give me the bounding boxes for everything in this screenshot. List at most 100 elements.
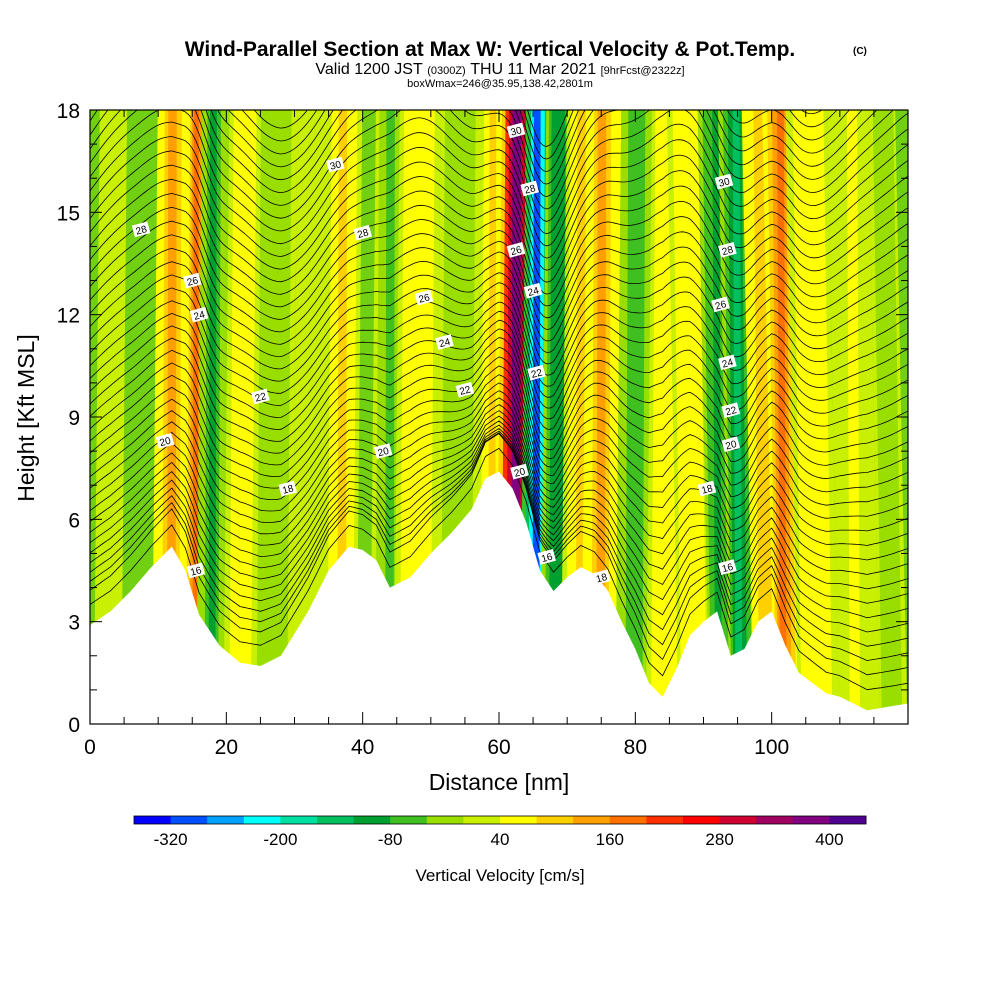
contour-label: 16 — [186, 562, 205, 579]
theta-contour — [90, 110, 908, 235]
colorbar-labels: -320 -200 -80 40 160 280 400 — [154, 830, 844, 849]
theta-contour — [90, 424, 908, 619]
svg-text:28: 28 — [523, 183, 537, 197]
theta-contour — [90, 404, 908, 561]
colorbar-title: Vertical Velocity [cm/s] — [415, 866, 584, 885]
theta-contour — [90, 150, 908, 283]
y-tick-label: 9 — [68, 407, 80, 430]
contour-label: 16 — [537, 549, 556, 565]
theta-contour — [90, 433, 908, 676]
theta-contour — [90, 234, 908, 353]
theta-contour — [90, 430, 908, 647]
theta-contour — [90, 192, 908, 319]
colorbar-swatch — [353, 816, 391, 824]
svg-text:28: 28 — [356, 227, 370, 241]
theta-contour — [90, 346, 908, 466]
subtitle-date: THU 11 Mar 2021 — [470, 61, 596, 78]
y-axis-title: Height [Kft MSL] — [13, 334, 39, 501]
x-tick-label: 20 — [215, 736, 238, 759]
theta-contour — [90, 206, 908, 330]
svg-text:24: 24 — [527, 285, 541, 299]
contour-label: 30 — [714, 173, 734, 190]
contour-label: 18 — [697, 480, 717, 497]
colorbar-swatch — [719, 816, 757, 824]
colorbar-label: 400 — [815, 830, 843, 849]
contour-label: 28 — [131, 221, 151, 238]
chart-title: Wind-Parallel Section at Max W: Vertical… — [185, 38, 796, 61]
theta-contour — [90, 287, 908, 398]
x-axis: 0 20 40 60 80 100 — [84, 110, 875, 759]
theta-contour — [90, 136, 908, 271]
contour-label: 28 — [353, 224, 372, 241]
theta-contours — [90, 110, 908, 691]
x-tick-label: 100 — [754, 736, 789, 759]
theta-contour-labels: 28 30 28 26 24 20 22 18 16 26 24 22 20 30 28 26 24 22 20 16… — [131, 122, 741, 586]
contour-label: 30 — [326, 156, 345, 173]
plot-area: 28 30 28 26 24 20 22 18 16 26 24 22 20 30 28 26 24 22 20 16… — [90, 110, 908, 724]
colorbar-swatch — [792, 816, 830, 824]
subtitle-utc: (0300Z) — [427, 65, 466, 77]
theta-contour — [90, 337, 908, 454]
colorbar-swatch — [500, 816, 538, 824]
colorbar-label: 280 — [705, 830, 733, 849]
theta-contour — [90, 410, 908, 575]
svg-text:28: 28 — [721, 244, 735, 258]
theta-contour — [90, 374, 908, 506]
subtitle-forecast: [9hrFcst@2322z] — [601, 65, 685, 77]
theta-contour — [90, 328, 908, 442]
theta-contour — [90, 382, 908, 519]
x-tick-label: 60 — [487, 736, 510, 759]
chart-subtitle: Valid 1200 JST (0300Z) THU 11 Mar 2021 [… — [315, 61, 684, 78]
colorbar-swatch — [646, 816, 684, 824]
theta-contour — [90, 164, 908, 295]
svg-text:26: 26 — [186, 275, 200, 289]
svg-text:16: 16 — [189, 565, 203, 579]
velocity-band — [660, 110, 672, 724]
contour-label: 26 — [414, 289, 434, 306]
contour-label: 24 — [435, 334, 454, 351]
theta-contour — [90, 110, 908, 247]
theta-contour — [90, 247, 908, 365]
terrain — [90, 471, 908, 724]
contour-label: 18 — [278, 480, 297, 497]
theta-contour — [90, 274, 908, 387]
y-tick-label: 3 — [68, 612, 80, 635]
velocity-band — [106, 110, 115, 724]
colorbar-swatch — [463, 816, 501, 824]
svg-text:18: 18 — [595, 572, 609, 586]
velocity-band — [805, 110, 820, 724]
x-axis-title: Distance [nm] — [429, 769, 570, 795]
contour-label: 18 — [592, 569, 611, 586]
svg-text:26: 26 — [714, 299, 728, 313]
svg-text:20: 20 — [377, 446, 391, 460]
colorbar-swatch — [390, 816, 428, 824]
svg-text:18: 18 — [281, 483, 295, 497]
contour-label: 24 — [718, 354, 737, 371]
contour-label: 20 — [510, 463, 529, 480]
colorbar-swatch — [829, 816, 867, 824]
theta-contour — [90, 220, 908, 342]
theta-contour — [90, 428, 908, 633]
svg-text:16: 16 — [540, 551, 554, 565]
velocity-band — [630, 110, 641, 724]
contour-label: 20 — [373, 443, 393, 460]
contour-label: 20 — [155, 433, 175, 449]
colorbar-swatch — [683, 816, 721, 824]
svg-text:20: 20 — [159, 435, 173, 449]
svg-text:22: 22 — [458, 384, 472, 398]
y-tick-label: 0 — [68, 714, 80, 737]
contour-label: 28 — [718, 242, 737, 258]
chart-title-mark: (C) — [853, 46, 867, 57]
theta-contour — [90, 397, 908, 546]
svg-text:24: 24 — [438, 337, 452, 351]
theta-contour — [90, 178, 908, 307]
x-tick-label: 0 — [84, 736, 96, 759]
theta-contour — [90, 390, 908, 532]
svg-text:24: 24 — [721, 357, 735, 371]
y-tick-label: 18 — [57, 100, 80, 123]
theta-contour — [90, 110, 908, 222]
y-tick-label: 6 — [68, 509, 80, 532]
x-tick-label: 40 — [351, 736, 374, 759]
contour-label: 22 — [251, 388, 270, 405]
colorbar-label: 160 — [596, 830, 624, 849]
